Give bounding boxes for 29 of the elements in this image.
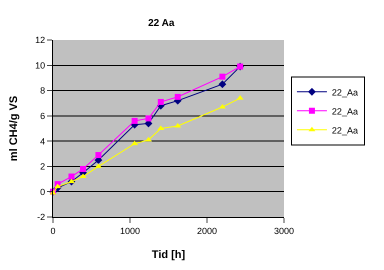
x-tick-label: 2000 bbox=[196, 226, 218, 236]
x-tick-label: 0 bbox=[50, 226, 56, 236]
point bbox=[68, 174, 74, 180]
y-tick-label: 10 bbox=[35, 60, 46, 70]
legend-label: 22_Aa bbox=[332, 87, 358, 98]
y-tick-label: 12 bbox=[35, 35, 46, 46]
legend-label: 22_Aa bbox=[332, 106, 358, 116]
point bbox=[174, 94, 181, 100]
point bbox=[145, 136, 152, 142]
point bbox=[158, 98, 164, 105]
chart-title: 22 Aa bbox=[148, 18, 175, 29]
point bbox=[80, 166, 86, 172]
point bbox=[80, 174, 86, 178]
y-axis-title: ml CH4/g VS bbox=[8, 96, 20, 162]
point bbox=[145, 115, 152, 122]
point bbox=[219, 74, 226, 80]
point bbox=[132, 118, 138, 124]
y-tick-label: -2 bbox=[37, 212, 46, 222]
y-tick-label: 6 bbox=[40, 111, 46, 122]
legend-label: 22_Aa bbox=[332, 125, 358, 136]
y-tick-label: 8 bbox=[40, 86, 46, 96]
x-tick-label: 1000 bbox=[120, 226, 140, 236]
y-tick-label: 4 bbox=[40, 136, 46, 146]
x-axis-title: Tid [h] bbox=[152, 249, 186, 261]
y-tick-label: 0 bbox=[40, 186, 46, 197]
x-tick-label: 3000 bbox=[274, 226, 294, 236]
y-tick-label: 2 bbox=[40, 162, 46, 172]
point bbox=[218, 80, 226, 88]
point bbox=[95, 152, 102, 158]
